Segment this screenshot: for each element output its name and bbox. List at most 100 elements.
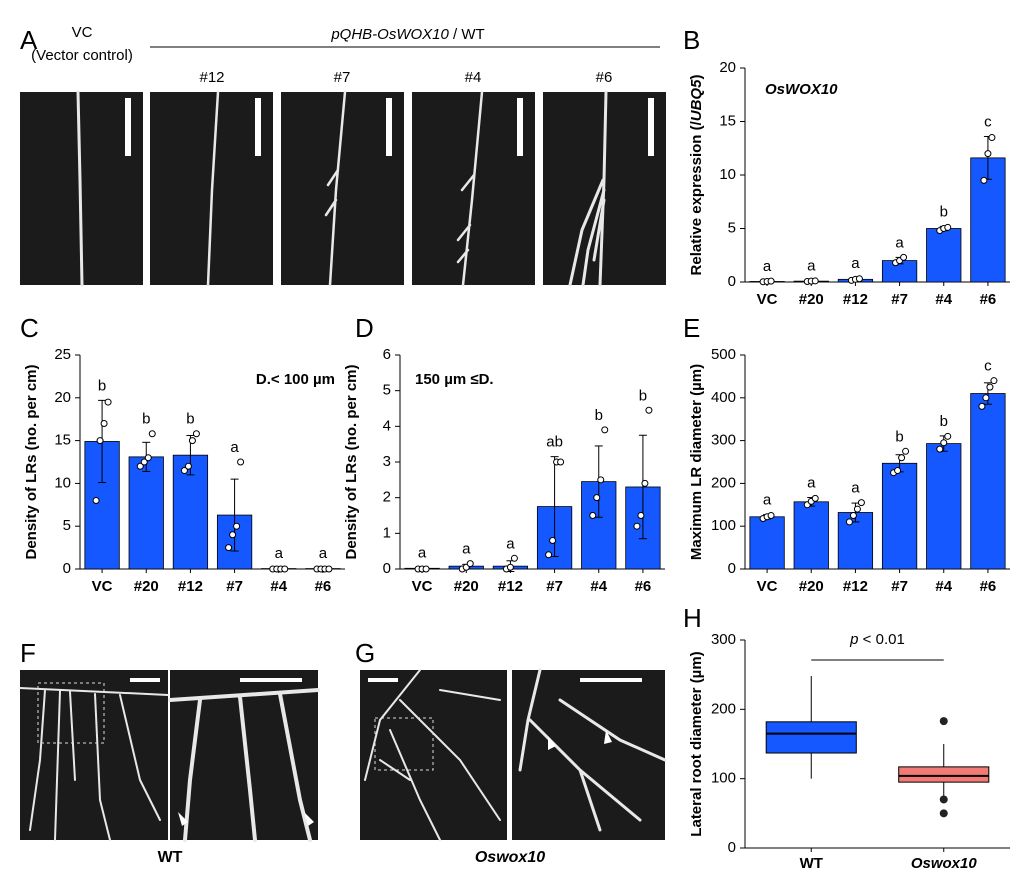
- x-tick-label: WT: [800, 855, 823, 872]
- significance-letter: a: [462, 541, 471, 558]
- root-photo: [360, 670, 507, 840]
- x-tick-label: #12: [843, 291, 868, 308]
- outlier: [939, 717, 948, 726]
- scale-bar: [648, 98, 654, 156]
- significance-letter: a: [763, 258, 772, 275]
- x-tick-label: #7: [891, 291, 908, 308]
- x-tick-label: VC: [412, 578, 433, 595]
- outlier: [939, 795, 948, 804]
- inset-box: [37, 682, 105, 744]
- significance-letter: b: [940, 413, 948, 430]
- x-tick-label: #6: [635, 578, 652, 595]
- x-tick-label: #7: [891, 578, 908, 595]
- box: [898, 766, 990, 783]
- scale-bar: [240, 678, 302, 682]
- significance-letter: a: [230, 439, 239, 456]
- x-tick-label: VC: [92, 578, 113, 595]
- x-tick-label: VC: [757, 578, 778, 595]
- panel-label: G: [355, 638, 375, 668]
- bar: [793, 501, 829, 570]
- data-point: [982, 394, 990, 402]
- data-point: [597, 476, 605, 484]
- y-tick-label: 10: [54, 474, 71, 491]
- data-point: [811, 494, 819, 502]
- data-point: [100, 419, 108, 427]
- x-tick-label: VC: [757, 291, 778, 308]
- significance-letter: a: [319, 545, 328, 562]
- y-tick-label: 300: [711, 432, 736, 449]
- data-point: [855, 275, 863, 283]
- y-tick-label: 100: [711, 770, 736, 787]
- y-axis-label: Density of LRs (no. per cm): [343, 364, 360, 559]
- data-point: [506, 563, 514, 571]
- bar: [926, 443, 962, 570]
- bar: [970, 393, 1006, 570]
- y-tick-label: 0: [63, 560, 71, 577]
- inset-box: [374, 717, 434, 771]
- panel-label: D: [355, 313, 374, 343]
- significance-letter: c: [984, 358, 992, 375]
- y-tick-label: 300: [711, 631, 736, 648]
- y-tick-label: 20: [54, 389, 71, 406]
- scale-bar: [130, 678, 160, 682]
- annotation-part: < 0.01: [859, 631, 905, 648]
- data-point: [510, 554, 518, 562]
- data-point: [192, 430, 200, 438]
- x-tick-label: #12: [843, 578, 868, 595]
- root: [568, 90, 608, 287]
- y-tick-label: 25: [54, 346, 71, 363]
- x-tick-label: #20: [799, 291, 824, 308]
- data-point: [144, 454, 152, 462]
- scale-bar: [125, 98, 131, 156]
- significance-letter: a: [807, 474, 816, 491]
- significance-letter: a: [763, 492, 772, 509]
- data-point: [136, 462, 144, 470]
- annotation: 150 µm ≤D.: [415, 371, 494, 388]
- significance-letter: b: [639, 387, 647, 404]
- y-tick-label: 0: [383, 560, 391, 577]
- data-point: [281, 565, 289, 573]
- y-axis-label: Maximum LR diameter (µm): [688, 364, 705, 560]
- bar: [749, 516, 785, 570]
- x-tick-label: #6: [980, 578, 997, 595]
- panel-label: C: [20, 313, 39, 343]
- y-tick-label: 15: [54, 432, 71, 449]
- annotation: OsWOX10: [765, 81, 838, 98]
- panel-label: F: [20, 638, 36, 668]
- data-point: [811, 277, 819, 285]
- data-point: [845, 518, 853, 526]
- y-tick-label: 5: [63, 517, 71, 534]
- data-point: [849, 512, 857, 519]
- data-point: [148, 430, 156, 438]
- root: [456, 90, 484, 287]
- data-point: [184, 462, 192, 470]
- scale-bar: [580, 678, 642, 682]
- x-tick-label: #6: [980, 291, 997, 308]
- x-tick-label: #7: [546, 578, 563, 595]
- data-point: [857, 499, 865, 507]
- y-tick-label: 1: [383, 524, 391, 541]
- y-tick-label: 10: [719, 166, 736, 183]
- y-axis-label: Relative expression (/UBQ5): [688, 75, 705, 276]
- data-point: [104, 398, 112, 406]
- annotation: D.< 100 µm: [256, 371, 335, 388]
- y-tick-label: 5: [383, 382, 391, 399]
- data-point: [637, 512, 645, 519]
- data-point: [988, 134, 996, 142]
- panel-label: B: [683, 25, 700, 55]
- y-tick-label: 15: [719, 112, 736, 129]
- data-point: [978, 402, 986, 410]
- box: [765, 721, 857, 754]
- data-point: [936, 445, 944, 453]
- data-point: [188, 437, 196, 445]
- data-point: [92, 497, 100, 505]
- y-tick-label: 0: [728, 839, 736, 856]
- x-tick-label: #4: [270, 578, 287, 595]
- data-point: [944, 223, 952, 231]
- scale-bar: [517, 98, 523, 156]
- data-point: [767, 512, 775, 519]
- vc-label: VC: [72, 24, 93, 41]
- y-tick-label: 100: [711, 517, 736, 534]
- root: [76, 90, 84, 287]
- data-point: [140, 458, 148, 466]
